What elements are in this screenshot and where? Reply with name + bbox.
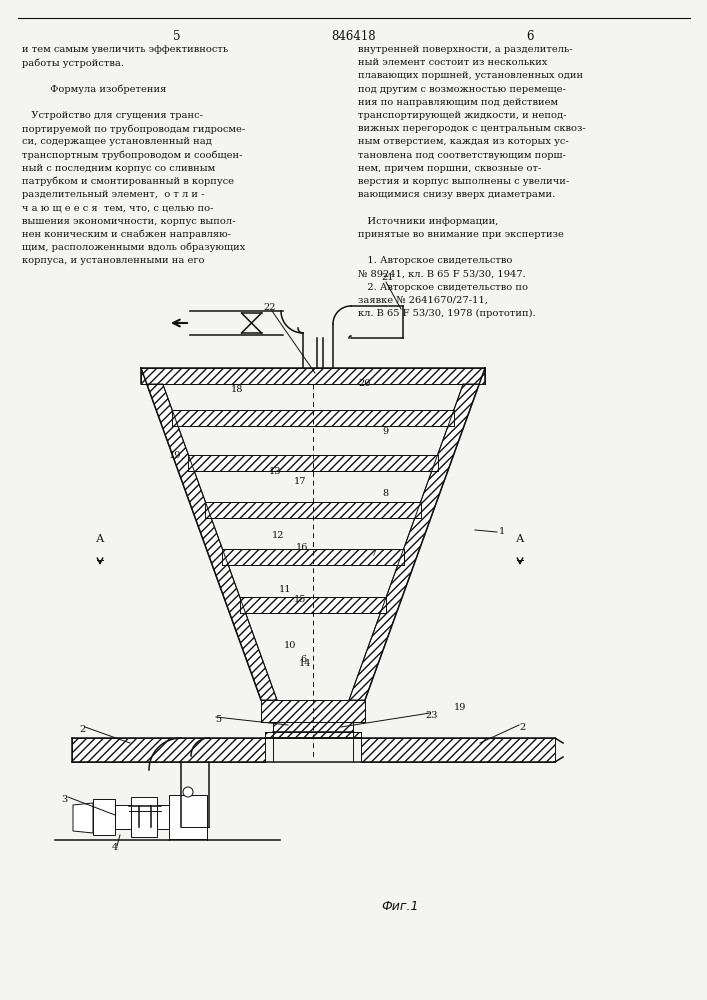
Polygon shape: [147, 384, 277, 700]
Polygon shape: [273, 722, 353, 732]
Polygon shape: [173, 410, 454, 426]
Bar: [157, 805, 169, 829]
Polygon shape: [265, 732, 361, 738]
Polygon shape: [72, 738, 265, 762]
Text: патрубком и смонтированный в корпусе: патрубком и смонтированный в корпусе: [22, 177, 234, 186]
Text: и тем самым увеличить эффективность: и тем самым увеличить эффективность: [22, 45, 228, 54]
Text: 1. Авторское свидетельство: 1. Авторское свидетельство: [358, 256, 513, 265]
Text: тановлена под соответствующим порш-: тановлена под соответствующим порш-: [358, 151, 566, 160]
Polygon shape: [73, 803, 93, 833]
Text: 5: 5: [215, 716, 221, 724]
Text: принятые во внимание при экспертизе: принятые во внимание при экспертизе: [358, 230, 564, 239]
Text: корпуса, и установленными на его: корпуса, и установленными на его: [22, 256, 204, 265]
Text: 23: 23: [426, 712, 438, 720]
Text: ния по направляющим под действием: ния по направляющим под действием: [358, 98, 558, 107]
Text: 2. Авторское свидетельство по: 2. Авторское свидетельство по: [358, 283, 528, 292]
Text: заявке № 2641670/27-11,: заявке № 2641670/27-11,: [358, 296, 488, 305]
Text: Формула изобретения: Формула изобретения: [22, 85, 166, 94]
Text: 6: 6: [526, 30, 534, 43]
Polygon shape: [261, 700, 365, 722]
Text: разделительный элемент,  о т л и -: разделительный элемент, о т л и -: [22, 190, 204, 199]
Text: вающимися снизу вверх диаметрами.: вающимися снизу вверх диаметрами.: [358, 190, 555, 199]
Text: А: А: [96, 534, 104, 544]
Polygon shape: [141, 368, 485, 384]
Text: 4: 4: [112, 844, 118, 852]
Text: 15: 15: [294, 595, 306, 604]
Text: 21: 21: [382, 273, 395, 282]
Text: работы устройства.: работы устройства.: [22, 58, 124, 68]
Text: 20: 20: [359, 378, 371, 387]
Text: 2: 2: [79, 726, 85, 734]
Text: 14: 14: [299, 660, 311, 668]
Text: Источники информации,: Источники информации,: [358, 217, 498, 226]
Text: транспортирующей жидкости, и непод-: транспортирующей жидкости, и непод-: [358, 111, 566, 120]
Text: 6: 6: [300, 654, 306, 664]
Text: кл. В 65 F 53/30, 1978 (прототип).: кл. В 65 F 53/30, 1978 (прототип).: [358, 309, 536, 318]
Text: 22: 22: [264, 302, 276, 312]
Text: ным отверстием, каждая из которых ус-: ным отверстием, каждая из которых ус-: [358, 137, 568, 146]
Polygon shape: [361, 738, 555, 762]
Text: под другим с возможностью перемеще-: под другим с возможностью перемеще-: [358, 85, 566, 94]
Text: А: А: [516, 534, 524, 544]
Polygon shape: [189, 455, 438, 471]
Text: 16: 16: [296, 542, 308, 552]
Polygon shape: [349, 384, 479, 700]
Polygon shape: [223, 549, 404, 565]
Text: внутренней поверхности, а разделитель-: внутренней поверхности, а разделитель-: [358, 45, 573, 54]
Text: нем, причем поршни, сквозные от-: нем, причем поршни, сквозные от-: [358, 164, 542, 173]
Text: нен коническим и снабжен направляю-: нен коническим и снабжен направляю-: [22, 230, 231, 239]
Text: Устройство для сгущения транс-: Устройство для сгущения транс-: [22, 111, 203, 120]
Text: 17: 17: [293, 477, 306, 486]
Text: 18: 18: [230, 385, 243, 394]
Text: 9: 9: [382, 428, 388, 436]
Text: 11: 11: [279, 585, 291, 594]
Polygon shape: [240, 597, 386, 613]
Text: № 89241, кл. В 65 F 53/30, 1947.: № 89241, кл. В 65 F 53/30, 1947.: [358, 269, 526, 278]
Text: 2: 2: [519, 724, 525, 732]
Text: верстия и корпус выполнены с увеличи-: верстия и корпус выполнены с увеличи-: [358, 177, 569, 186]
Text: 19: 19: [169, 450, 181, 460]
Text: 12: 12: [271, 530, 284, 540]
Text: 13: 13: [269, 468, 281, 477]
Text: ч а ю щ е е с я  тем, что, с целью по-: ч а ю щ е е с я тем, что, с целью по-: [22, 203, 214, 212]
Text: 19: 19: [454, 702, 466, 712]
Text: ный элемент состоит из нескольких: ный элемент состоит из нескольких: [358, 58, 547, 67]
Text: щим, расположенными вдоль образующих: щим, расположенными вдоль образующих: [22, 243, 245, 252]
Text: 7: 7: [370, 548, 376, 558]
Text: портируемой по трубопроводам гидросме-: портируемой по трубопроводам гидросме-: [22, 124, 245, 134]
Polygon shape: [206, 502, 421, 518]
Text: 8: 8: [382, 489, 388, 498]
Text: 5: 5: [173, 30, 181, 43]
Text: вышения экономичности, корпус выпол-: вышения экономичности, корпус выпол-: [22, 217, 235, 226]
Text: плавающих поршней, установленных один: плавающих поршней, установленных один: [358, 71, 583, 80]
Bar: [169, 795, 207, 839]
Text: ный с последним корпус со сливным: ный с последним корпус со сливным: [22, 164, 215, 173]
Bar: [93, 799, 115, 835]
Circle shape: [183, 787, 193, 797]
Bar: [131, 797, 157, 837]
Text: Фиг.1: Фиг.1: [381, 900, 419, 913]
Text: 1: 1: [499, 528, 505, 536]
Text: 10: 10: [284, 641, 296, 650]
Text: 846418: 846418: [332, 30, 376, 43]
Text: вижных перегородок с центральным сквоз-: вижных перегородок с центральным сквоз-: [358, 124, 586, 133]
Text: си, содержащее установленный над: си, содержащее установленный над: [22, 137, 212, 146]
Text: транспортным трубопроводом и сообщен-: транспортным трубопроводом и сообщен-: [22, 151, 243, 160]
Bar: [115, 805, 131, 829]
Text: 3: 3: [61, 796, 67, 804]
